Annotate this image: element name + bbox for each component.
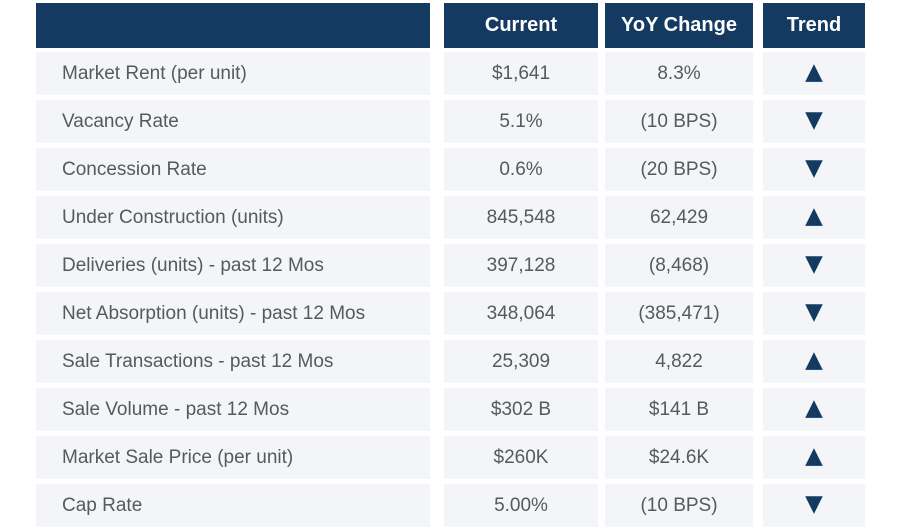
trend-cell: ▼ bbox=[763, 100, 865, 143]
trend-down-icon: ▼ bbox=[805, 491, 823, 517]
current-value: 25,309 bbox=[444, 340, 598, 383]
row-label: Net Absorption (units) - past 12 Mos bbox=[36, 292, 430, 335]
trend-up-icon: ▲ bbox=[805, 59, 823, 85]
trend-cell: ▲ bbox=[763, 388, 865, 431]
market-metrics-table: Current YoY Change Trend Market Rent (pe… bbox=[36, 3, 865, 527]
yoy-value: 8.3% bbox=[605, 52, 753, 95]
header-cell-yoy-change: YoY Change bbox=[605, 3, 753, 48]
trend-up-icon: ▲ bbox=[805, 203, 823, 229]
table-row: Cap Rate 5.00% (10 BPS) ▼ bbox=[36, 484, 865, 527]
trend-cell: ▲ bbox=[763, 436, 865, 479]
row-label: Market Rent (per unit) bbox=[36, 52, 430, 95]
row-label: Sale Volume - past 12 Mos bbox=[36, 388, 430, 431]
row-label: Sale Transactions - past 12 Mos bbox=[36, 340, 430, 383]
trend-cell: ▼ bbox=[763, 244, 865, 287]
current-value: 5.1% bbox=[444, 100, 598, 143]
current-value: 845,548 bbox=[444, 196, 598, 239]
table-row: Vacancy Rate 5.1% (10 BPS) ▼ bbox=[36, 100, 865, 143]
trend-up-icon: ▲ bbox=[805, 443, 823, 469]
current-value: $1,641 bbox=[444, 52, 598, 95]
current-value: 397,128 bbox=[444, 244, 598, 287]
current-value: 5.00% bbox=[444, 484, 598, 527]
trend-up-icon: ▲ bbox=[805, 395, 823, 421]
trend-down-icon: ▼ bbox=[805, 107, 823, 133]
trend-down-icon: ▼ bbox=[805, 251, 823, 277]
table-row: Market Sale Price (per unit) $260K $24.6… bbox=[36, 436, 865, 479]
table-row: Net Absorption (units) - past 12 Mos 348… bbox=[36, 292, 865, 335]
yoy-value: (10 BPS) bbox=[605, 484, 753, 527]
trend-down-icon: ▼ bbox=[805, 299, 823, 325]
yoy-value: (8,468) bbox=[605, 244, 753, 287]
table-row: Under Construction (units) 845,548 62,42… bbox=[36, 196, 865, 239]
table-row: Sale Transactions - past 12 Mos 25,309 4… bbox=[36, 340, 865, 383]
table-row: Deliveries (units) - past 12 Mos 397,128… bbox=[36, 244, 865, 287]
yoy-value: 4,822 bbox=[605, 340, 753, 383]
row-label: Market Sale Price (per unit) bbox=[36, 436, 430, 479]
header-cell-blank bbox=[36, 3, 430, 48]
trend-down-icon: ▼ bbox=[805, 155, 823, 181]
yoy-value: (10 BPS) bbox=[605, 100, 753, 143]
trend-cell: ▲ bbox=[763, 340, 865, 383]
yoy-value: (20 BPS) bbox=[605, 148, 753, 191]
row-label: Cap Rate bbox=[36, 484, 430, 527]
current-value: 348,064 bbox=[444, 292, 598, 335]
trend-up-icon: ▲ bbox=[805, 347, 823, 373]
row-label: Vacancy Rate bbox=[36, 100, 430, 143]
table-row: Market Rent (per unit) $1,641 8.3% ▲ bbox=[36, 52, 865, 95]
current-value: $260K bbox=[444, 436, 598, 479]
trend-cell: ▲ bbox=[763, 196, 865, 239]
table-row: Sale Volume - past 12 Mos $302 B $141 B … bbox=[36, 388, 865, 431]
current-value: $302 B bbox=[444, 388, 598, 431]
header-cell-trend: Trend bbox=[763, 3, 865, 48]
trend-cell: ▼ bbox=[763, 148, 865, 191]
yoy-value: $24.6K bbox=[605, 436, 753, 479]
trend-cell: ▼ bbox=[763, 292, 865, 335]
trend-cell: ▼ bbox=[763, 484, 865, 527]
row-label: Under Construction (units) bbox=[36, 196, 430, 239]
row-label: Deliveries (units) - past 12 Mos bbox=[36, 244, 430, 287]
header-row: Current YoY Change Trend bbox=[36, 3, 865, 48]
yoy-value: (385,471) bbox=[605, 292, 753, 335]
yoy-value: 62,429 bbox=[605, 196, 753, 239]
table-row: Concession Rate 0.6% (20 BPS) ▼ bbox=[36, 148, 865, 191]
row-label: Concession Rate bbox=[36, 148, 430, 191]
yoy-value: $141 B bbox=[605, 388, 753, 431]
trend-cell: ▲ bbox=[763, 52, 865, 95]
header-cell-current: Current bbox=[444, 3, 598, 48]
current-value: 0.6% bbox=[444, 148, 598, 191]
